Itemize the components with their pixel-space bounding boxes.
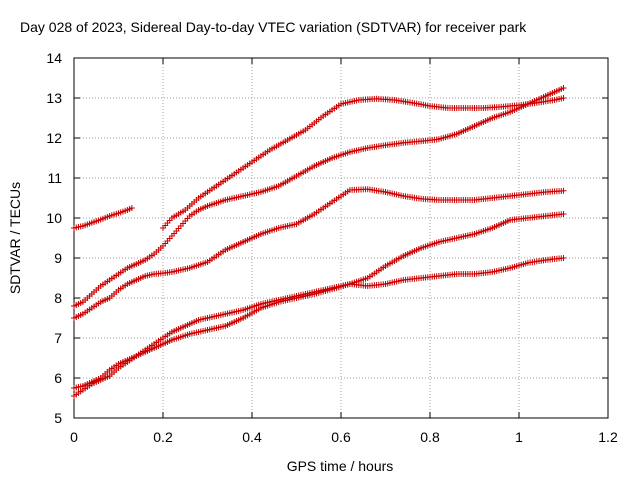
series-satellite-4	[71, 186, 567, 321]
y-tick-labels: 5 6 7 8 9 10 11 12 13 14	[46, 50, 62, 426]
y-tick-label: 5	[54, 410, 62, 426]
y-tick-label: 9	[54, 250, 62, 266]
y-axis-label: SDTVAR / TECUs	[7, 182, 23, 294]
data-point	[560, 255, 567, 261]
data-point	[128, 205, 135, 211]
data-point	[560, 85, 567, 91]
series-satellite-3	[71, 85, 567, 309]
y-tick-label: 11	[47, 170, 62, 186]
grid	[74, 58, 608, 418]
x-tick-label: 1.2	[598, 429, 618, 445]
x-tick-label: 0.4	[242, 429, 262, 445]
data-point	[560, 95, 567, 101]
x-axis-label: GPS time / hours	[287, 458, 394, 474]
series-satellite-2	[160, 95, 567, 231]
series-satellite-6	[71, 255, 567, 391]
x-tick-label: 1	[515, 429, 523, 445]
data-point	[560, 211, 567, 217]
x-tick-label: 0.8	[420, 429, 440, 445]
y-tick-label: 12	[46, 130, 62, 146]
y-tick-label: 6	[54, 370, 62, 386]
x-tick-label: 0.6	[331, 429, 351, 445]
data-points	[71, 85, 567, 399]
y-tick-label: 14	[46, 50, 62, 66]
x-tick-label: 0.2	[153, 429, 173, 445]
y-tick-label: 8	[54, 290, 62, 306]
ticks	[73, 57, 609, 419]
chart-title: Day 028 of 2023, Sidereal Day-to-day VTE…	[20, 19, 527, 35]
series-satellite-5	[71, 211, 567, 399]
x-tick-labels: 0 0.2 0.4 0.6 0.8 1 1.2	[70, 429, 618, 445]
data-point	[560, 187, 567, 194]
series-satellite-1	[71, 205, 135, 231]
y-tick-label: 13	[46, 90, 62, 106]
y-tick-label: 10	[46, 210, 62, 226]
y-tick-label: 7	[54, 330, 62, 346]
x-tick-label: 0	[70, 429, 78, 445]
